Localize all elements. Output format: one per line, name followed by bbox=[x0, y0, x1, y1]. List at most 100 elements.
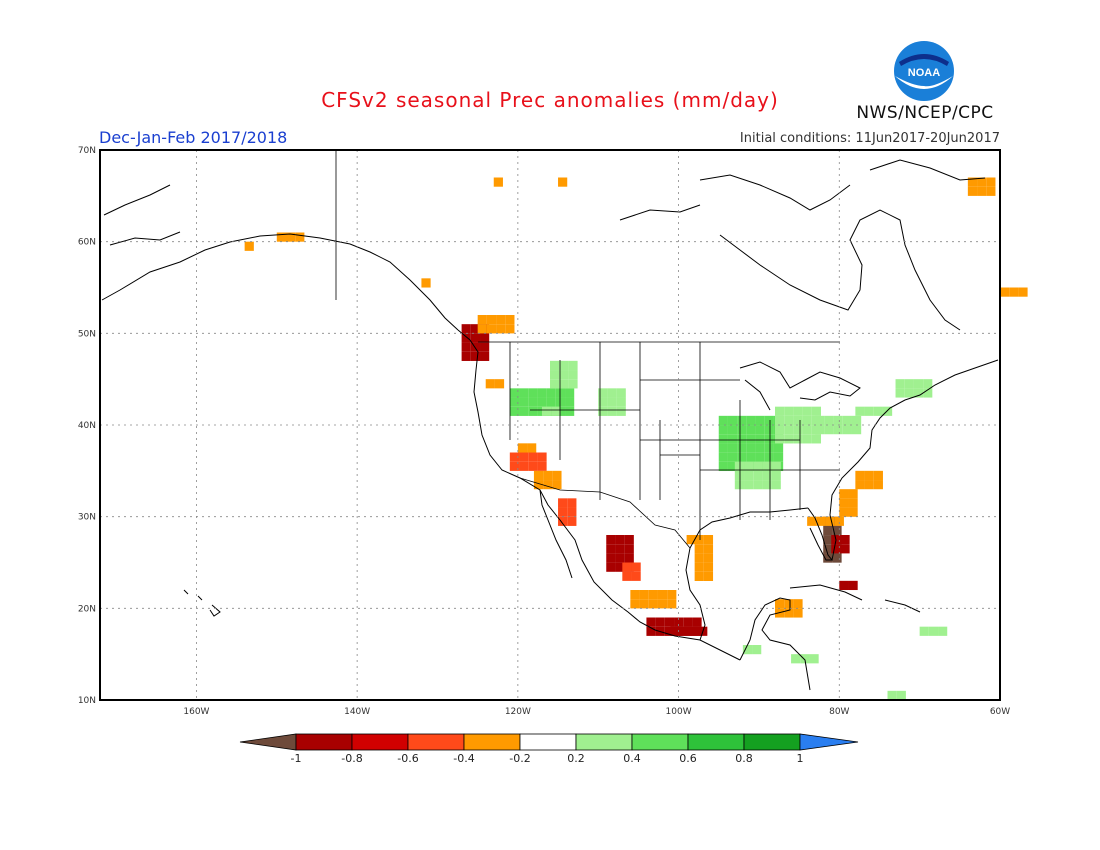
anomaly-cell bbox=[833, 415, 843, 426]
anomaly-cell bbox=[904, 388, 914, 398]
anomaly-cell bbox=[923, 388, 933, 398]
anomaly-cell bbox=[551, 406, 561, 416]
anomaly-cell bbox=[703, 571, 714, 581]
anomaly-cell bbox=[793, 415, 803, 426]
anomaly-cell bbox=[831, 544, 841, 554]
anomaly-cell bbox=[734, 461, 745, 471]
anomaly-cell bbox=[615, 562, 625, 572]
anomaly-cell bbox=[764, 415, 774, 426]
anomaly-cell bbox=[648, 590, 658, 600]
anomaly-cell bbox=[775, 599, 785, 609]
anomaly-cell bbox=[537, 397, 547, 407]
anomaly-cell bbox=[552, 470, 562, 481]
anomaly-cell bbox=[727, 443, 738, 453]
anomaly-cell bbox=[533, 470, 544, 481]
anomaly-cell bbox=[509, 461, 520, 471]
anomaly-cell bbox=[793, 599, 803, 609]
anomaly-cell bbox=[664, 617, 675, 627]
anomaly-cell bbox=[744, 470, 754, 481]
anomaly-cell bbox=[555, 406, 566, 416]
anomaly-cell bbox=[624, 553, 634, 563]
anomaly-cell bbox=[746, 415, 756, 426]
anomaly-cell bbox=[528, 397, 538, 407]
anomaly-cell bbox=[486, 315, 497, 325]
anomaly-cell bbox=[775, 434, 785, 444]
anomaly-cell bbox=[461, 333, 471, 343]
anomaly-cell bbox=[555, 397, 566, 407]
anomaly-cell bbox=[784, 434, 794, 444]
anomaly-cell bbox=[773, 452, 784, 462]
anomaly-cell bbox=[568, 379, 578, 389]
anomaly-cell bbox=[762, 461, 772, 471]
anomaly-cell bbox=[793, 425, 803, 435]
anomaly-cell bbox=[461, 351, 471, 361]
colorbar-label: 0.2 bbox=[567, 752, 585, 765]
anomaly-cell bbox=[824, 425, 834, 435]
anomaly-cell bbox=[703, 544, 714, 554]
anomaly-cell bbox=[896, 690, 906, 701]
colorbar-label: -0.4 bbox=[453, 752, 474, 765]
anomaly-cell bbox=[977, 186, 987, 196]
colorbar-arrow-low bbox=[239, 733, 297, 751]
anomaly-cell bbox=[543, 480, 553, 490]
anomaly-cell bbox=[606, 535, 616, 545]
anomaly-cell bbox=[537, 452, 547, 462]
colorbar-segment bbox=[575, 733, 633, 751]
anomaly-cell bbox=[555, 388, 566, 398]
anomaly-cell bbox=[816, 516, 826, 526]
anomaly-cell bbox=[762, 470, 772, 481]
anomaly-cell bbox=[674, 617, 684, 627]
anomaly-cell bbox=[631, 571, 641, 581]
anomaly-cell bbox=[802, 425, 812, 435]
anomaly-cell bbox=[753, 480, 763, 490]
anomaly-cell bbox=[470, 333, 481, 343]
anomaly-cell bbox=[775, 415, 785, 426]
anomaly-cell bbox=[615, 544, 625, 554]
anomaly-cell bbox=[528, 406, 538, 416]
anomaly-cell bbox=[718, 452, 728, 462]
anomaly-cell bbox=[928, 626, 939, 636]
anomaly-cell bbox=[686, 535, 696, 545]
anomaly-cell bbox=[764, 425, 774, 435]
anomaly-cell bbox=[470, 324, 481, 334]
anomaly-cell bbox=[977, 177, 987, 187]
anomaly-cell bbox=[727, 415, 738, 426]
anomaly-cell bbox=[694, 562, 704, 572]
anomaly-cell bbox=[606, 553, 616, 563]
anomaly-cell bbox=[480, 351, 490, 361]
anomaly-cell bbox=[802, 434, 812, 444]
lat-tick-label: 40N bbox=[78, 421, 96, 431]
anomaly-cell bbox=[811, 406, 821, 416]
lat-tick-label: 70N bbox=[78, 146, 96, 156]
anomaly-cell bbox=[737, 443, 747, 453]
anomaly-cell bbox=[913, 388, 924, 398]
anomaly-cell bbox=[509, 388, 520, 398]
anomaly-cell bbox=[727, 425, 738, 435]
chart-title: CFSv2 seasonal Prec anomalies (mm/day) bbox=[321, 88, 779, 112]
anomaly-cell bbox=[550, 360, 560, 371]
anomaly-cell bbox=[832, 525, 842, 536]
anomaly-cell bbox=[742, 645, 753, 655]
anomaly-cell bbox=[568, 360, 578, 371]
anomaly-cell bbox=[509, 452, 520, 462]
lon-tick-label: 100W bbox=[666, 707, 692, 717]
graticule bbox=[100, 150, 1000, 700]
anomaly-cell bbox=[793, 434, 803, 444]
anomaly-cell bbox=[775, 406, 785, 416]
anomaly-cell bbox=[784, 425, 794, 435]
anomaly-cell bbox=[967, 186, 978, 196]
anomaly-cell bbox=[692, 617, 702, 627]
anomaly-cell bbox=[727, 452, 738, 462]
anomaly-cell bbox=[694, 571, 704, 581]
anomaly-cell bbox=[646, 626, 656, 636]
anomaly-cell bbox=[848, 489, 858, 499]
anomaly-cell bbox=[477, 315, 487, 325]
anomaly-cell bbox=[762, 480, 772, 490]
anomaly-cell bbox=[755, 434, 765, 444]
anomaly-cell bbox=[546, 397, 556, 407]
anomaly-cell bbox=[703, 562, 714, 572]
anomaly-cell bbox=[519, 397, 529, 407]
anomaly-cell bbox=[517, 443, 528, 453]
anomaly-cell bbox=[848, 498, 858, 508]
anomaly-cell bbox=[276, 232, 286, 242]
